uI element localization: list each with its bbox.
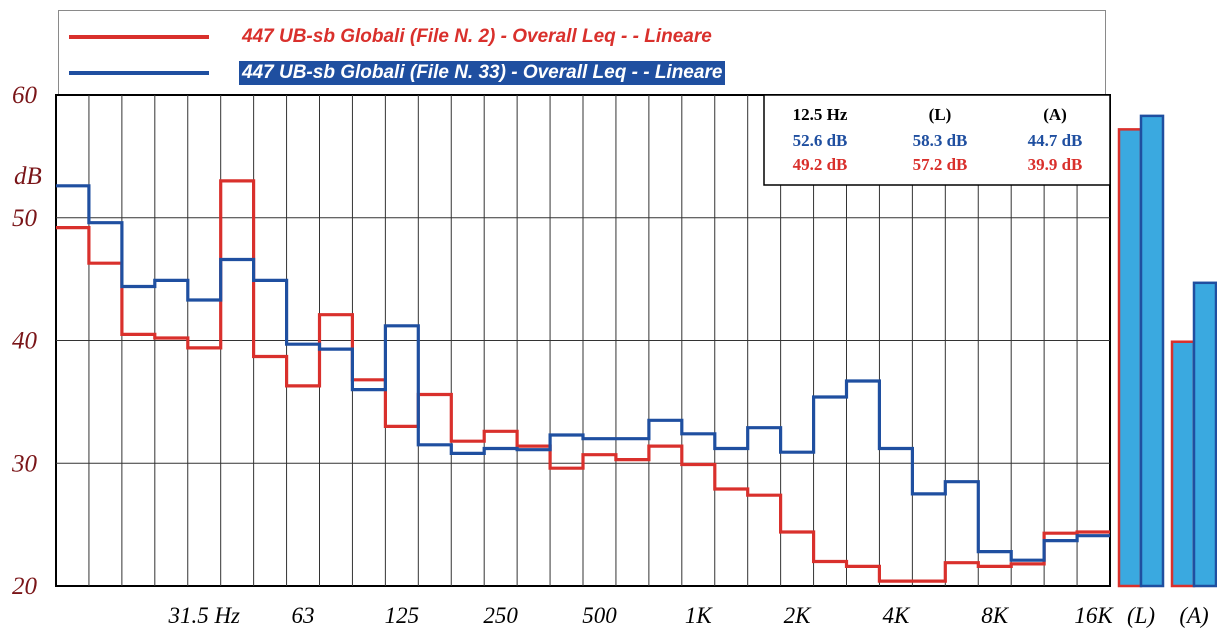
overall-bar-label-l: (L): [1127, 603, 1155, 628]
info-value-a-a: 39.9 dB: [1028, 155, 1083, 174]
x-tick-label: 125: [385, 603, 420, 628]
legend-swatch-file-33: [69, 71, 209, 75]
series-line-file-2: [56, 179, 1110, 583]
y-tick-label: 60: [12, 82, 38, 109]
info-box: 12.5 Hz (L) (A) 52.6 dB 58.3 dB 44.7 dB …: [763, 94, 1111, 186]
series-line-file-33: [56, 184, 1110, 562]
x-tick-label: 63: [292, 603, 315, 628]
x-tick-label: 2K: [784, 603, 813, 628]
info-value-a-l: 57.2 dB: [913, 155, 968, 174]
legend-item-file-33[interactable]: 447 UB-sb Globali (File N. 33) - Overall…: [69, 59, 726, 87]
x-tick-label: 4K: [882, 603, 911, 628]
y-tick-label: 50: [12, 205, 38, 232]
x-tick-label: 8K: [981, 603, 1010, 628]
x-tick-label: 1K: [685, 603, 714, 628]
x-tick-label: 250: [483, 603, 518, 628]
legend: 447 UB-sb Globali (File N. 2) - Overall …: [58, 10, 1106, 106]
x-tick-label: 500: [582, 603, 617, 628]
legend-label-file-2: 447 UB-sb Globali (File N. 2) - Overall …: [242, 26, 712, 47]
legend-item-file-2[interactable]: 447 UB-sb Globali (File N. 2) - Overall …: [69, 23, 715, 51]
x-tick-label: 16K: [1074, 603, 1114, 628]
overall-bar-l-file-2: [1117, 128, 1143, 588]
overall-bar-a-file-2: [1170, 340, 1196, 588]
y-axis-label: dB: [14, 163, 42, 190]
y-tick-label: 40: [12, 328, 38, 355]
info-header-band: 12.5 Hz: [793, 105, 848, 124]
info-value-b-band: 52.6 dB: [793, 131, 848, 150]
info-value-b-l: 58.3 dB: [913, 131, 968, 150]
info-box-frame: [763, 94, 1111, 186]
info-header-a: (A): [1043, 105, 1067, 124]
info-value-b-a: 44.7 dB: [1028, 131, 1083, 150]
legend-swatch-file-2: [69, 35, 209, 39]
y-tick-label: 30: [11, 450, 38, 477]
overall-bar-label-a: (A): [1179, 603, 1208, 628]
overall-bar-l-file-33: [1139, 114, 1165, 588]
series-layer: [56, 179, 1110, 583]
y-tick-label: 20: [12, 573, 38, 600]
legend-label-file-33: 447 UB-sb Globali (File N. 33) - Overall…: [239, 61, 726, 85]
overall-bar-a-file-33: [1192, 281, 1217, 588]
overall-bars: (L) (A): [1117, 114, 1217, 628]
info-header-l: (L): [929, 105, 952, 124]
x-tick-label: 31.5 Hz: [167, 603, 240, 628]
info-value-a-band: 49.2 dB: [793, 155, 848, 174]
